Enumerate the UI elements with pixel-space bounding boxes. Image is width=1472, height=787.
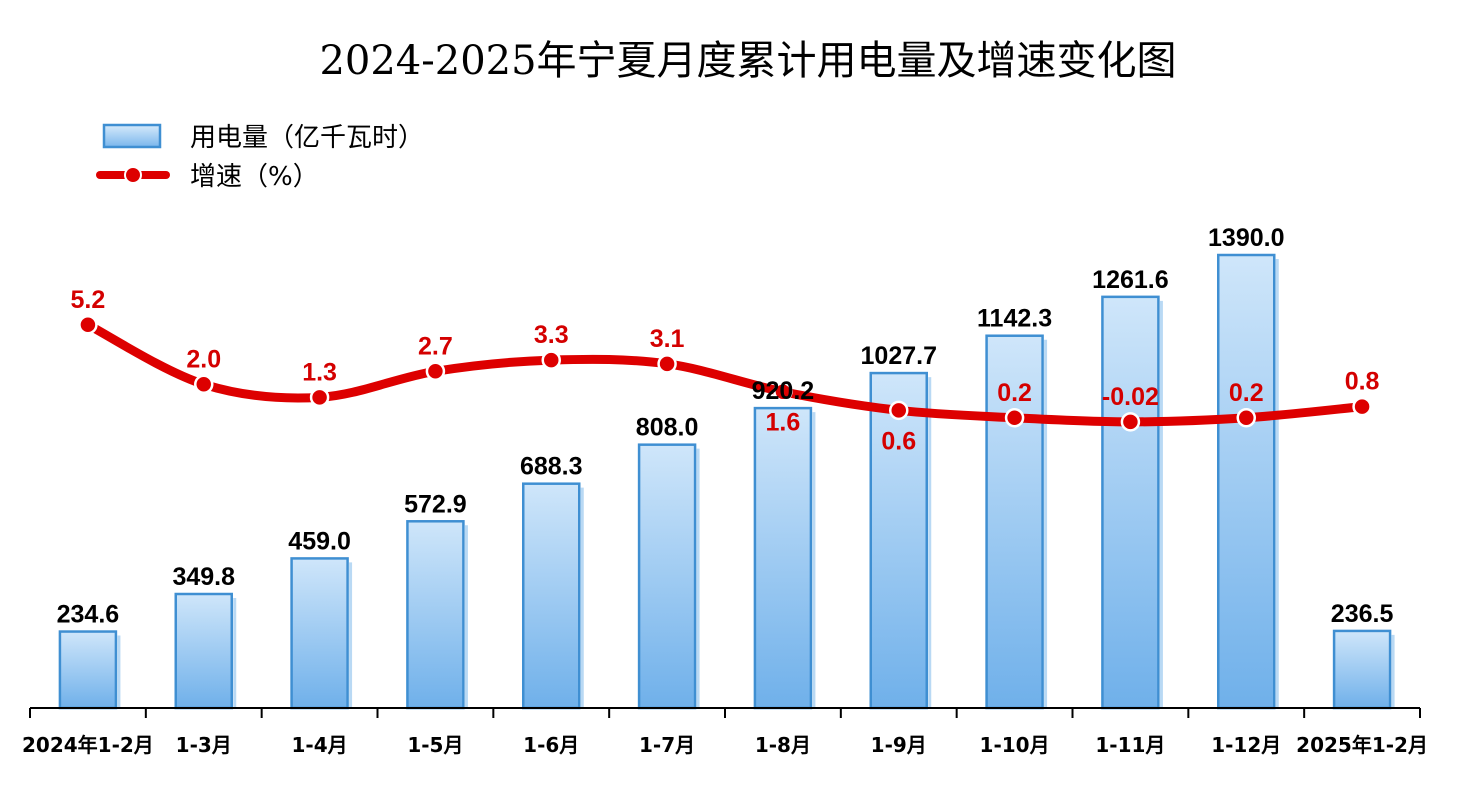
x-axis: 2024年1-2月 1-3月 1-4月 1-5月 1-6月 1-7月 1-8月 1-9月 1-1… xyxy=(22,707,1428,757)
x-tick-label: 1-10月 xyxy=(980,733,1050,757)
bar-value-label: 688.3 xyxy=(520,453,583,481)
bar-value-label: 349.8 xyxy=(172,563,235,591)
bar-value-label: 1261.6 xyxy=(1092,266,1168,294)
bar xyxy=(174,592,233,710)
bar-value-labels: 234.6 349.8 459.0 572.9 688.3 808.0 920.2 1027.… xyxy=(57,224,1394,629)
growth-value-label: 0.8 xyxy=(1345,368,1380,396)
bar xyxy=(985,334,1044,710)
growth-value-labels: 5.2 2.0 1.3 2.7 3.3 3.1 1.6 0.6 0.2 -0.02 0.2 0.8 xyxy=(71,286,1380,456)
growth-point xyxy=(425,361,446,382)
growth-line xyxy=(83,320,1367,427)
growth-point xyxy=(773,381,793,402)
x-tick-label: 2025年1-2月 xyxy=(1296,733,1428,757)
growth-point xyxy=(1120,412,1141,432)
x-tick-label: 1-3月 xyxy=(176,733,232,757)
x-tick-label: 1-8月 xyxy=(755,733,811,757)
growth-line-series xyxy=(78,315,1372,432)
bar-value-label: 236.5 xyxy=(1331,600,1394,628)
growth-point xyxy=(1352,396,1372,417)
x-tick-label: 1-11月 xyxy=(1095,733,1165,757)
growth-value-label: -0.02 xyxy=(1102,383,1159,411)
growth-value-label: 3.3 xyxy=(534,321,569,349)
bar xyxy=(522,482,581,710)
growth-value-label: 0.2 xyxy=(997,379,1032,407)
growth-point xyxy=(889,400,909,421)
x-tick-label: 2024年1-2月 xyxy=(22,733,154,757)
chart-title: 2024-2025年宁夏月度累计用电量及增速变化图 xyxy=(319,38,1176,84)
growth-point xyxy=(78,315,98,335)
bar xyxy=(406,520,465,710)
growth-value-label: 3.1 xyxy=(650,325,685,353)
legend-line-label: 增速（%） xyxy=(190,162,319,192)
growth-value-label: 2.7 xyxy=(418,332,453,360)
bar xyxy=(290,557,349,710)
growth-value-label: 1.3 xyxy=(302,358,337,386)
legend: 用电量（亿千瓦时） 增速（%） xyxy=(96,123,424,192)
bar xyxy=(869,371,928,710)
legend-line-marker xyxy=(124,166,142,184)
growth-point xyxy=(541,350,561,370)
growth-point xyxy=(194,374,214,395)
x-tick-label: 1-6月 xyxy=(523,733,579,757)
x-tick-label: 1-5月 xyxy=(407,733,463,757)
bar xyxy=(1217,253,1276,710)
bar-value-label: 1142.3 xyxy=(977,305,1052,333)
growth-point xyxy=(1004,408,1025,428)
legend-bar-swatch xyxy=(102,123,162,149)
growth-point xyxy=(657,354,677,374)
bar-value-label: 234.6 xyxy=(57,601,120,629)
growth-value-label: 1.6 xyxy=(766,409,801,437)
growth-point xyxy=(1236,408,1256,428)
legend-bar-label: 用电量（亿千瓦时） xyxy=(190,123,424,153)
x-tick-label: 1-9月 xyxy=(871,733,927,757)
bar xyxy=(753,406,813,710)
x-tick-label: 1-4月 xyxy=(292,733,348,757)
x-tick-label: 1-7月 xyxy=(639,733,695,757)
growth-value-label: 5.2 xyxy=(71,286,106,314)
bar-value-label: 1027.7 xyxy=(861,342,937,370)
bar xyxy=(1332,629,1392,710)
growth-point xyxy=(309,387,330,408)
bar-value-label: 459.0 xyxy=(288,527,351,555)
bar-value-label: 920.2 xyxy=(752,377,815,405)
bar-series xyxy=(58,253,1395,710)
bar xyxy=(58,630,118,710)
x-tick-label: 1-12月 xyxy=(1211,733,1281,757)
bar-value-label: 808.0 xyxy=(636,414,699,442)
growth-value-label: 0.2 xyxy=(1229,379,1264,407)
growth-value-label: 2.0 xyxy=(186,345,221,373)
growth-value-label: 0.6 xyxy=(881,427,916,455)
bar xyxy=(637,443,697,710)
bar-value-label: 572.9 xyxy=(404,490,467,518)
bar-value-label: 1390.0 xyxy=(1208,224,1284,252)
bar xyxy=(1101,295,1160,710)
